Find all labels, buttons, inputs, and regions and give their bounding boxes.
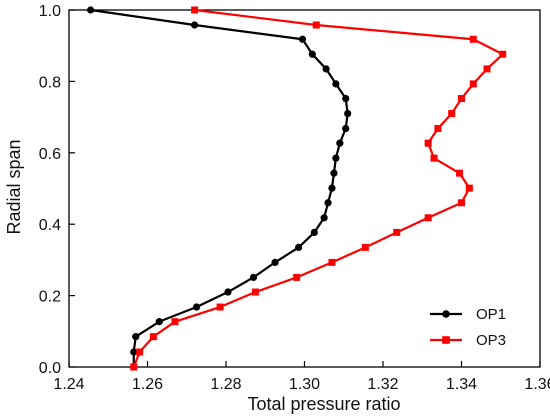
- series-op1-point: [310, 228, 318, 237]
- y-axis-title: Radial span: [4, 139, 24, 234]
- x-tick-label: 1.34: [446, 376, 477, 393]
- series-op3-point: [130, 363, 138, 371]
- series-op1-point: [320, 214, 328, 222]
- series-op1-point: [130, 348, 138, 356]
- series-op3-point: [251, 288, 259, 296]
- legend-op3-marker: [442, 336, 450, 344]
- series-op3-point: [149, 333, 157, 341]
- series-op1-point: [336, 139, 344, 147]
- y-tick-label: 0.2: [39, 289, 61, 306]
- series-op3-point: [424, 139, 432, 147]
- series-op3-point: [469, 80, 477, 88]
- legend-op1-marker: [442, 310, 450, 318]
- legend-op1-label: OP1: [476, 306, 506, 323]
- series-op1-point: [324, 199, 332, 207]
- series-op3-point: [216, 303, 224, 311]
- series-op3-point: [393, 228, 401, 236]
- series-op3-point: [456, 169, 464, 177]
- series-op1-point: [224, 288, 232, 296]
- series-op1-line: [90, 8, 349, 367]
- series-op3-point: [191, 6, 199, 14]
- y-tick-label: 1.0: [39, 3, 61, 20]
- series-op1-point: [192, 303, 201, 311]
- series-op1-point: [271, 258, 279, 266]
- series-op1-point: [344, 109, 352, 118]
- series-op1-point: [249, 273, 258, 281]
- legend: OP1 OP3: [430, 306, 506, 349]
- series-op1-point: [132, 333, 140, 341]
- series-op1-point: [308, 50, 316, 58]
- series-op3-point: [328, 258, 336, 266]
- series-op3-point: [448, 110, 456, 118]
- y-tick-label: 0.0: [39, 360, 61, 377]
- series-op3-point: [293, 273, 301, 281]
- y-tick-label: 0.6: [39, 146, 61, 163]
- series-op1-point: [191, 21, 199, 29]
- x-tick-label: 1.24: [53, 376, 84, 393]
- series-op1-point: [322, 65, 330, 73]
- legend-op3-label: OP3: [476, 332, 506, 349]
- x-tick-label: 1.26: [132, 376, 163, 393]
- series-op3-point: [483, 65, 491, 73]
- series-op3-point: [458, 95, 465, 103]
- series-op1-point: [332, 80, 340, 88]
- series-op3-point: [136, 348, 144, 356]
- series-op1-point: [298, 35, 307, 43]
- axis-ticks: 1.24 1.26 1.28 1.30 1.32 1.34 1.36 0.0 0.2 0.4 0.6…: [39, 3, 550, 393]
- x-axis-title: Total pressure ratio: [247, 394, 400, 414]
- series-op1-point: [342, 124, 350, 133]
- series-op1-point: [330, 169, 338, 177]
- y-tick-label: 0.4: [39, 217, 61, 234]
- x-tick-label: 1.28: [210, 376, 241, 393]
- y-tick-label: 0.8: [39, 74, 61, 91]
- series-op3-point: [458, 199, 465, 207]
- series-op3-point: [469, 35, 477, 43]
- x-tick-label: 1.36: [524, 376, 550, 393]
- series-op3-point: [465, 184, 473, 192]
- series-op1-point: [295, 243, 303, 252]
- series-op3-point: [361, 243, 369, 251]
- series-op1-point: [86, 6, 95, 14]
- series-op1-point: [332, 154, 340, 162]
- series-op1-point: [342, 94, 350, 103]
- series-op1-point: [155, 318, 163, 326]
- series-layer: [86, 6, 507, 371]
- series-op3-point: [424, 214, 432, 222]
- x-tick-label: 1.32: [367, 376, 398, 393]
- series-op3-point: [171, 318, 179, 326]
- series-op3-point: [312, 21, 320, 29]
- series-op3-point: [434, 125, 442, 133]
- series-op3-point: [430, 154, 438, 162]
- series-op1-point: [328, 184, 336, 192]
- series-op3-point: [499, 50, 507, 58]
- x-tick-label: 1.30: [289, 376, 320, 393]
